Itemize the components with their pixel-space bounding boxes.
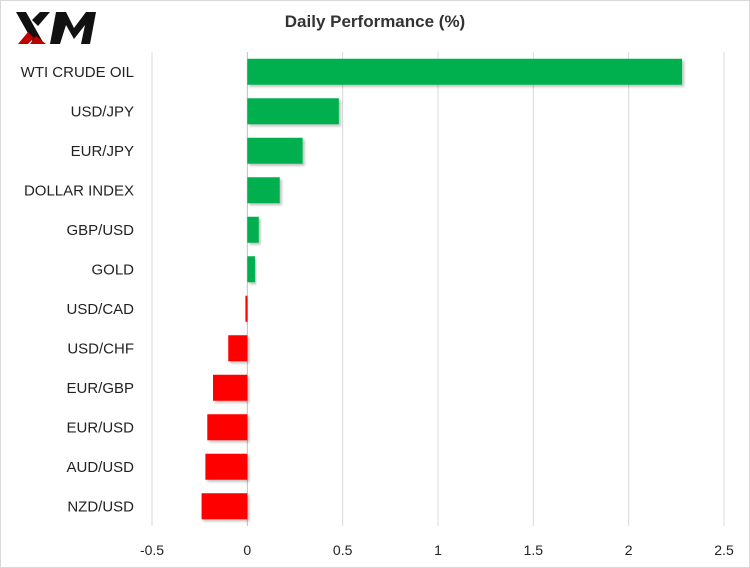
category-label: USD/JPY	[71, 103, 134, 120]
bar	[247, 256, 255, 283]
category-label: GOLD	[91, 261, 134, 278]
category-label: USD/CAD	[66, 301, 134, 318]
bar	[201, 493, 248, 520]
category-label: EUR/JPY	[71, 143, 134, 160]
x-tick-label: 1	[434, 542, 442, 558]
bar	[247, 177, 280, 204]
category-label: USD/CHF	[67, 340, 134, 357]
category-label: GBP/USD	[66, 222, 134, 239]
category-label: EUR/USD	[66, 419, 134, 436]
bar	[247, 216, 259, 243]
xm-logo	[10, 8, 106, 48]
x-tick-label: 0.5	[333, 542, 353, 558]
grid-lines	[151, 52, 725, 526]
bar	[205, 453, 248, 480]
bar	[207, 414, 248, 441]
x-axis-tick-labels: -0.5 0 0.5 1 1.5 2 2.5	[140, 542, 734, 558]
bar	[247, 98, 339, 125]
category-label: AUD/USD	[66, 459, 134, 476]
bar	[213, 374, 248, 401]
chart-title: Daily Performance (%)	[284, 12, 466, 31]
x-tick-label: 1.5	[524, 542, 544, 558]
category-label: WTI CRUDE OIL	[21, 64, 134, 81]
category-label: EUR/GBP	[66, 380, 134, 397]
x-tick-label: 0	[243, 542, 251, 558]
bar	[247, 58, 683, 85]
x-tick-label: 2.5	[714, 542, 734, 558]
bars	[201, 58, 683, 520]
bar	[228, 335, 248, 362]
x-tick-label: 2	[625, 542, 633, 558]
category-label: NZD/USD	[67, 498, 134, 515]
bar	[245, 295, 248, 322]
category-label: DOLLAR INDEX	[24, 182, 134, 199]
bar	[247, 137, 303, 164]
category-labels: WTI CRUDE OIL USD/JPY EUR/JPY DOLLAR INDEX G…	[21, 64, 135, 516]
x-tick-label: -0.5	[140, 542, 164, 558]
